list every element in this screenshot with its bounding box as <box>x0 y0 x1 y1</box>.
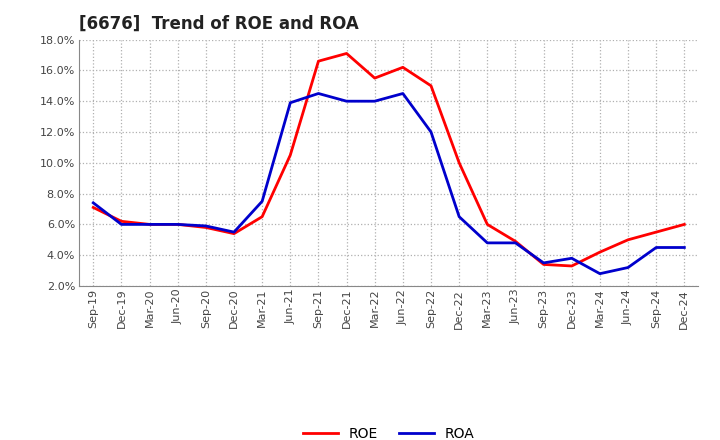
ROA <box>652 245 660 250</box>
ROE <box>89 205 98 210</box>
ROA <box>286 100 294 105</box>
ROE <box>567 263 576 268</box>
ROE <box>455 160 464 165</box>
ROA <box>483 240 492 246</box>
ROE <box>652 230 660 235</box>
ROE <box>370 75 379 81</box>
ROE <box>427 83 436 88</box>
ROE <box>117 219 126 224</box>
ROA <box>230 230 238 235</box>
ROA <box>258 198 266 204</box>
ROE <box>314 59 323 64</box>
ROE <box>483 222 492 227</box>
ROA <box>145 222 154 227</box>
ROA <box>624 265 632 270</box>
ROE <box>145 222 154 227</box>
ROE <box>539 262 548 267</box>
ROE <box>624 237 632 242</box>
ROE <box>399 65 408 70</box>
ROA <box>680 245 688 250</box>
ROA <box>567 256 576 261</box>
ROA <box>595 271 604 276</box>
ROE <box>342 51 351 56</box>
ROE <box>680 222 688 227</box>
ROA <box>174 222 182 227</box>
ROA <box>370 99 379 104</box>
Line: ROA: ROA <box>94 93 684 274</box>
ROA <box>539 260 548 265</box>
ROA <box>455 214 464 220</box>
ROE <box>511 238 520 244</box>
ROA <box>427 129 436 135</box>
Legend: ROE, ROA: ROE, ROA <box>297 421 480 440</box>
Text: [6676]  Trend of ROE and ROA: [6676] Trend of ROE and ROA <box>79 15 359 33</box>
ROA <box>314 91 323 96</box>
Line: ROE: ROE <box>94 53 684 266</box>
ROE <box>174 222 182 227</box>
ROE <box>258 214 266 220</box>
ROA <box>399 91 408 96</box>
ROE <box>230 231 238 236</box>
ROA <box>342 99 351 104</box>
ROE <box>595 249 604 255</box>
ROA <box>117 222 126 227</box>
ROA <box>89 200 98 205</box>
ROE <box>202 225 210 230</box>
ROA <box>511 240 520 246</box>
ROA <box>202 223 210 229</box>
ROE <box>286 152 294 158</box>
